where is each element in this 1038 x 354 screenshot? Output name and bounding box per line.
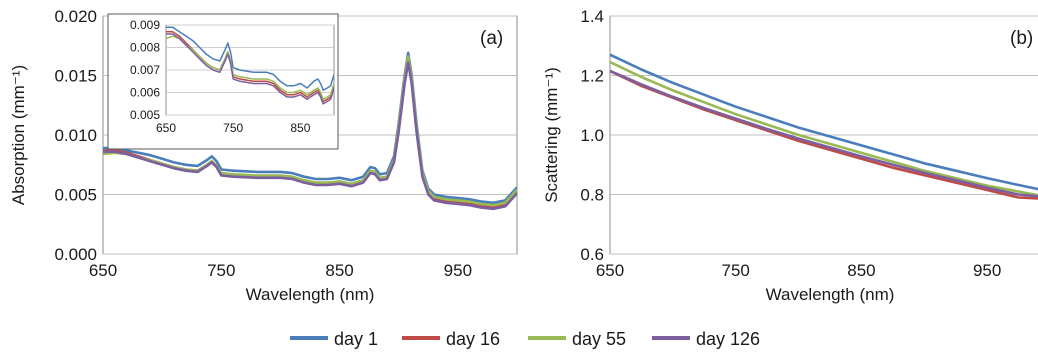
inset-x-tick-label: 650 [156,121,176,135]
y-tick-label: 0.020 [54,7,97,26]
inset-series-line-day-126 [166,33,334,105]
legend-item-day-55: day 55 [528,329,626,349]
legend-label: day 1 [334,329,378,349]
legend-item-day-16: day 16 [402,329,500,349]
inset-x-tick-label: 750 [223,121,243,135]
series-line-day-1 [610,53,1038,191]
y-tick-label: 1.0 [580,126,604,145]
series-line-day-126 [610,69,1038,198]
y-tick-label: 1.2 [580,67,604,86]
inset-series-group [166,26,334,105]
series-line-day-126 [103,61,517,211]
x-tick-label: 750 [722,261,750,280]
y-axis-title: Absorption (mm⁻¹) [9,65,28,205]
panel-label: (b) [1010,28,1033,49]
inset-x-tick-label: 850 [290,121,310,135]
x-axis-title: Wavelength (nm) [766,285,895,304]
x-tick-label: 650 [89,261,117,280]
inset-y-tick-label: 0.006 [130,86,160,100]
panel-label: (a) [480,28,503,49]
inset-y-tick-label: 0.009 [130,18,160,32]
x-tick-label: 850 [325,261,353,280]
x-tick-label: 950 [444,261,472,280]
series-line-day-55 [610,60,1038,197]
inset-chart: 0.005 0.006 0.007 0.008 0.009 650 750 850 [107,13,339,150]
y-tick-label: 0.6 [580,245,604,264]
panel-b-scattering-chart: 0.6 0.8 1.0 1.2 1.4 650 750 850 950 Wavelength (n… [542,7,1038,304]
x-tick-label: 950 [973,261,1001,280]
inset-series-line-day-55 [166,35,334,101]
legend-item-day-126: day 126 [652,329,760,349]
y-tick-label: 1.4 [580,7,604,26]
inset-y-tick-label: 0.005 [130,108,160,122]
y-tick-label: 0.000 [54,245,97,264]
series-line-day-1 [103,51,517,205]
legend: day 1 day 16 day 55 day 126 [290,329,760,349]
legend-label: day 16 [446,329,500,349]
y-tick-label: 0.015 [54,67,97,86]
inset-y-tick-label: 0.007 [130,63,160,77]
legend-label: day 55 [572,329,626,349]
series-group [103,51,517,211]
legend-label: day 126 [696,329,760,349]
legend-item-day-1: day 1 [290,329,378,349]
x-tick-label: 750 [207,261,235,280]
y-tick-label: 0.005 [54,186,97,205]
series-group [610,53,1038,200]
y-tick-label: 0.010 [54,126,97,145]
y-tick-label: 0.8 [580,186,604,205]
inset-y-tick-label: 0.008 [130,41,160,55]
x-tick-label: 650 [596,261,624,280]
y-axis-title: Scattering (mm⁻¹) [542,67,561,203]
x-tick-label: 850 [847,261,875,280]
panel-a-absorption-chart: 0.000 0.005 0.010 0.015 0.020 650 750 850 950 Wav… [9,7,518,304]
inset-series-line-day-1 [166,26,334,91]
x-axis-title: Wavelength (nm) [246,285,375,304]
